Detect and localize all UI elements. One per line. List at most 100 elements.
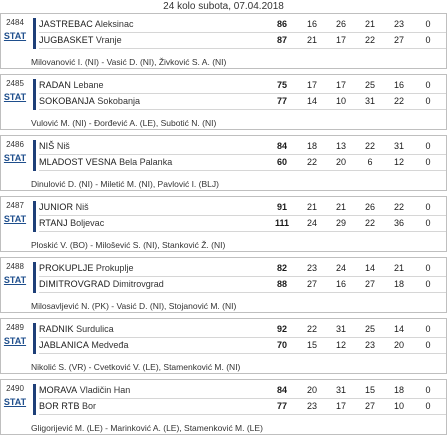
teams: RADAN Lebane 75 17 17 25 16 0 SOKOBANJA Sokoban… (39, 78, 446, 110)
quarter-score: 16 (393, 80, 404, 90)
team-row: JASTREBAC Aleksinac 86 16 26 21 23 0 (39, 17, 446, 33)
team-row: MORAVA Vladičin Han 84 20 31 15 18 0 (39, 383, 446, 399)
quarter-score: 20 (306, 385, 317, 395)
team-name: RTANJ Boljevac (39, 216, 104, 231)
quarter-score: 29 (335, 218, 346, 228)
quarter-score: 0 (425, 401, 431, 411)
team-name: JUNIOR Niš (39, 200, 89, 215)
game-meta: 2484 STAT (1, 14, 29, 51)
final-score: 111 (274, 218, 290, 228)
game-accent-bar (33, 384, 36, 415)
quarter-score: 0 (425, 96, 431, 106)
quarter-score: 22 (393, 96, 404, 106)
quarter-score: 14 (393, 324, 404, 334)
teams: NIŠ Niš 84 18 13 22 31 0 MLADOST VESNA Bela Pal… (39, 139, 446, 171)
quarter-score: 0 (425, 35, 431, 45)
quarter-score: 24 (306, 218, 317, 228)
game-number: 2489 (6, 323, 24, 332)
quarter-score: 23 (306, 401, 317, 411)
final-score: 75 (276, 80, 287, 90)
teams: MORAVA Vladičin Han 84 20 31 15 18 0 BOR RTB Bo… (39, 383, 446, 415)
quarter-score: 12 (393, 157, 404, 167)
quarter-score: 6 (367, 157, 373, 167)
final-score: 77 (276, 401, 287, 411)
quarter-score: 24 (335, 263, 346, 273)
final-score: 84 (276, 141, 287, 151)
game-meta: 2488 STAT (1, 258, 29, 295)
quarter-score: 10 (393, 401, 404, 411)
team-city: Niš (73, 202, 89, 212)
quarter-score: 22 (364, 141, 375, 151)
quarter-score: 21 (306, 202, 317, 212)
game-accent-bar (33, 79, 36, 110)
game-accent-bar (33, 18, 36, 49)
quarter-score: 23 (364, 340, 375, 350)
stat-link[interactable]: STAT (3, 153, 27, 163)
team-name-label: JASTREBAC (39, 19, 93, 29)
team-row: RADNIK Surdulica 92 22 31 25 14 0 (39, 322, 446, 338)
teams: JUNIOR Niš 91 21 21 26 22 0 RTANJ Boljevac 111 24… (39, 200, 446, 232)
quarter-score: 0 (425, 80, 431, 90)
quarter-score: 0 (425, 19, 431, 29)
game-number: 2488 (6, 262, 24, 271)
stat-link[interactable]: STAT (3, 92, 27, 102)
final-score: 77 (276, 96, 287, 106)
final-score: 84 (276, 385, 287, 395)
stat-link[interactable]: STAT (3, 214, 27, 224)
team-name-label: PROKUPLJE (39, 263, 94, 273)
team-name-label: MLADOST VESNA (39, 157, 117, 167)
teams: PROKUPLJE Prokuplje 82 23 24 14 21 0 DIMITROVGR… (39, 261, 446, 293)
team-row: MLADOST VESNA Bela Palanka 60 22 20 6 12 0 (39, 155, 446, 171)
team-name-label: JABLANICA (39, 340, 89, 350)
quarter-score: 26 (335, 19, 346, 29)
quarter-score: 14 (364, 263, 375, 273)
game-accent-bar (33, 323, 36, 354)
stat-link[interactable]: STAT (3, 31, 27, 41)
team-name: SOKOBANJA Sokobanja (39, 94, 140, 109)
final-score: 91 (276, 202, 287, 212)
referees: Ploskić V. (BO) - Milošević S. (NI), Sta… (31, 240, 226, 250)
team-city: Niš (54, 141, 70, 151)
stat-link[interactable]: STAT (3, 275, 27, 285)
final-score: 82 (276, 263, 287, 273)
round-header: 24 kolo subota, 07.04.2018 (163, 1, 284, 12)
team-name: MORAVA Vladičin Han (39, 383, 130, 398)
team-name: JABLANICA Medveđa (39, 338, 128, 353)
team-city: Sokobanja (94, 96, 140, 106)
teams: RADNIK Surdulica 92 22 31 25 14 0 JABLANICA Med… (39, 322, 446, 354)
quarter-score: 22 (393, 202, 404, 212)
team-name-label: RADNIK (39, 324, 74, 334)
quarter-score: 31 (335, 385, 346, 395)
team-row: RTANJ Boljevac 111 24 29 22 36 0 (39, 216, 446, 232)
team-name-label: JUGBASKET (39, 35, 94, 45)
game-card-2484: 2484 STAT JASTREBAC Aleksinac 86 16 26 21 23 0… (0, 13, 447, 69)
team-city: Medveđa (88, 340, 129, 350)
quarter-score: 27 (364, 401, 375, 411)
game-number: 2486 (6, 140, 24, 149)
quarter-score: 25 (364, 324, 375, 334)
quarter-score: 25 (364, 80, 375, 90)
quarter-score: 31 (335, 324, 346, 334)
game-accent-bar (33, 140, 36, 171)
quarter-score: 27 (306, 279, 317, 289)
quarter-score: 21 (364, 19, 375, 29)
team-city: Aleksinac (92, 19, 134, 29)
game-number: 2484 (6, 18, 24, 27)
team-row: SOKOBANJA Sokobanja 77 14 10 31 22 0 (39, 94, 446, 110)
stat-link[interactable]: STAT (3, 336, 27, 346)
final-score: 88 (276, 279, 287, 289)
quarter-score: 23 (393, 19, 404, 29)
team-name-label: SOKOBANJA (39, 96, 95, 106)
quarter-score: 0 (425, 324, 431, 334)
team-city: Bor (79, 401, 97, 411)
team-name-label: DIMITROVGRAD (39, 279, 111, 289)
team-name: MLADOST VESNA Bela Palanka (39, 155, 172, 170)
team-city: Vladičin Han (77, 385, 131, 395)
team-name-label: RTANJ (39, 218, 68, 228)
final-score: 70 (276, 340, 287, 350)
team-name: BOR RTB Bor (39, 399, 96, 414)
quarter-score: 27 (393, 35, 404, 45)
stat-link[interactable]: STAT (3, 397, 27, 407)
quarter-score: 15 (306, 340, 317, 350)
final-score: 86 (276, 19, 287, 29)
